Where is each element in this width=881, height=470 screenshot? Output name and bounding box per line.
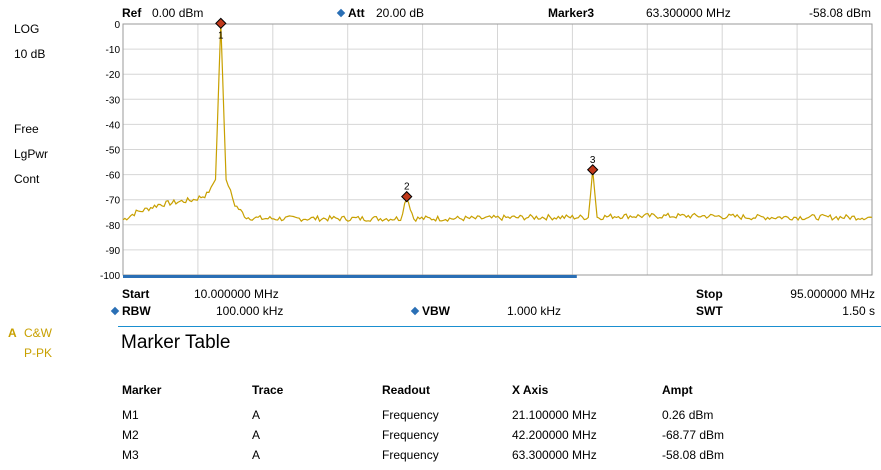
- trace-a-indicator: A C&W: [8, 326, 52, 340]
- y-tick-label: -100: [100, 271, 120, 282]
- att-indicator: Att: [336, 6, 365, 20]
- scale-type: LOG: [14, 22, 40, 36]
- table-cell: -58.08 dBm: [662, 448, 725, 462]
- stop-value: 95.000000 MHz: [790, 287, 875, 301]
- table-cell: Frequency: [382, 428, 439, 442]
- marker-2-label: 2: [404, 182, 410, 193]
- table-cell: A: [252, 428, 261, 442]
- rbw-label: RBW: [122, 304, 151, 318]
- table-cell: Frequency: [382, 448, 439, 462]
- column-header: Marker: [122, 383, 162, 397]
- rbw-diamond-icon: [110, 306, 120, 316]
- marker-readout-ampl: -58.08 dBm: [808, 6, 871, 20]
- rbw-value: 100.000 kHz: [216, 304, 284, 318]
- column-header: X Axis: [512, 383, 549, 397]
- table-cell: 21.100000 MHz: [512, 408, 597, 422]
- y-tick-label: -30: [106, 95, 121, 106]
- att-value: 20.00 dB: [376, 6, 425, 20]
- trigger-mode: Free: [14, 122, 39, 136]
- marker-readout-freq: 63.300000 MHz: [646, 6, 731, 20]
- marker-1-point: [215, 17, 227, 30]
- vbw-diamond-icon: [410, 306, 420, 316]
- sweep-mode: Cont: [14, 172, 40, 186]
- marker-3-label: 3: [590, 155, 596, 166]
- vbw-value: 1.000 kHz: [507, 304, 562, 318]
- table-cell: M1: [122, 408, 139, 422]
- swt-label: SWT: [696, 304, 723, 318]
- att-label: Att: [348, 6, 365, 20]
- ref-label: Ref: [122, 6, 142, 20]
- marker-table-title: Marker Table: [121, 332, 231, 353]
- table-cell: 63.300000 MHz: [512, 448, 597, 462]
- table-cell: 0.26 dBm: [662, 408, 714, 422]
- detector-mode: LgPwr: [14, 147, 49, 161]
- stop-label: Stop: [696, 287, 723, 301]
- y-tick-label: -90: [106, 246, 121, 257]
- y-tick-label: -50: [106, 146, 121, 157]
- table-cell: Frequency: [382, 408, 439, 422]
- column-header: Ampt: [662, 383, 693, 397]
- y-tick-label: -40: [106, 120, 121, 131]
- marker-1-label: 1: [218, 30, 224, 41]
- table-cell: M2: [122, 428, 139, 442]
- y-tick-label: 0: [114, 20, 120, 31]
- marker-readout-label: Marker3: [548, 6, 595, 20]
- section-divider: [118, 326, 881, 327]
- table-cell: A: [252, 448, 261, 462]
- marker-2-point: [401, 190, 413, 203]
- vbw-indicator: VBW: [410, 304, 450, 318]
- vbw-label: VBW: [422, 304, 450, 318]
- spectrum-plot[interactable]: 0 -10 -20 -30 -40 -50 -60 -70 -80 -90 -100 1 2 3: [0, 0, 881, 290]
- table-cell: M3: [122, 448, 139, 462]
- marker-3-point: [586, 164, 599, 176]
- table-cell: -68.77 dBm: [662, 428, 725, 442]
- trace-a-line: [122, 23, 873, 223]
- ref-value: 0.00 dBm: [152, 6, 204, 20]
- table-cell: A: [252, 408, 261, 422]
- trace-detector: P-PK: [24, 346, 53, 360]
- y-tick-label: -80: [106, 221, 121, 232]
- rbw-indicator: RBW: [110, 304, 151, 318]
- y-tick-label: -70: [106, 196, 121, 207]
- column-header: Trace: [252, 383, 284, 397]
- trace-a-label: A: [8, 326, 17, 340]
- swt-value: 1.50 s: [842, 304, 875, 318]
- y-tick-label: -20: [106, 70, 121, 81]
- start-value: 10.000000 MHz: [194, 287, 279, 301]
- trace-mode: C&W: [24, 326, 53, 340]
- start-label: Start: [122, 287, 150, 301]
- y-tick-label: -10: [106, 45, 121, 56]
- table-cell: 42.200000 MHz: [512, 428, 597, 442]
- sweep-progress-bar: [123, 275, 577, 278]
- column-header: Readout: [382, 383, 430, 397]
- scale-div: 10 dB: [14, 47, 46, 61]
- y-tick-label: -60: [106, 171, 121, 182]
